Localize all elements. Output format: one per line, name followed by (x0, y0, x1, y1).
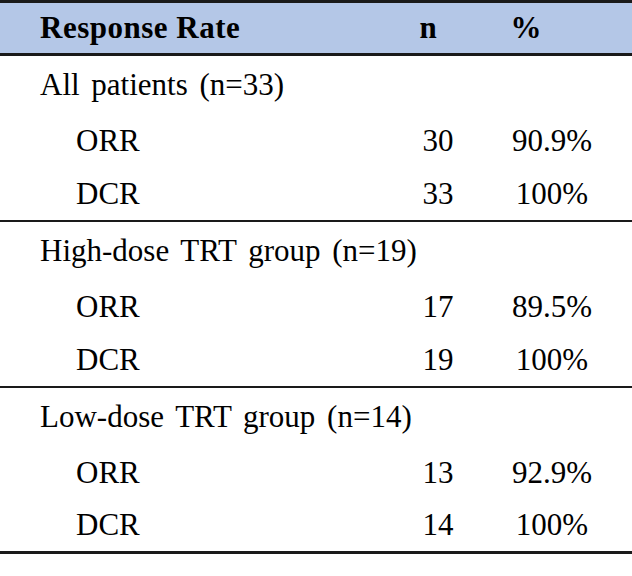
section-title: Low-dose TRT group (n=14) (0, 387, 632, 447)
percent-value: 100% (498, 500, 632, 553)
row-label: DCR (0, 500, 378, 553)
section-title-row: All patients (n=33) (0, 55, 632, 115)
n-value: 14 (378, 500, 498, 553)
table-row: DCR 33 100% (0, 168, 632, 221)
row-label: ORR (0, 115, 378, 168)
n-value: 30 (378, 115, 498, 168)
section-title: All patients (n=33) (0, 55, 632, 115)
table-header-row: Response Rate n % (0, 2, 632, 55)
table-row: ORR 17 89.5% (0, 281, 632, 334)
row-label: ORR (0, 281, 378, 334)
header-cell-response-rate: Response Rate (0, 2, 378, 55)
table-header: Response Rate n % (0, 2, 632, 55)
section-title: High-dose TRT group (n=19) (0, 221, 632, 281)
row-label: DCR (0, 168, 378, 221)
row-label: ORR (0, 447, 378, 500)
table-row: DCR 19 100% (0, 334, 632, 387)
section-title-row: Low-dose TRT group (n=14) (0, 387, 632, 447)
percent-value: 92.9% (498, 447, 632, 500)
table-row: DCR 14 100% (0, 500, 632, 553)
section-high-dose-trt: High-dose TRT group (n=19) ORR 17 89.5% … (0, 221, 632, 387)
row-label: DCR (0, 334, 378, 387)
section-low-dose-trt: Low-dose TRT group (n=14) ORR 13 92.9% D… (0, 387, 632, 553)
table-row: ORR 30 90.9% (0, 115, 632, 168)
percent-value: 100% (498, 168, 632, 221)
header-cell-n: n (378, 2, 498, 55)
percent-value: 89.5% (498, 281, 632, 334)
percent-value: 100% (498, 334, 632, 387)
percent-value: 90.9% (498, 115, 632, 168)
n-value: 19 (378, 334, 498, 387)
n-value: 13 (378, 447, 498, 500)
section-title-row: High-dose TRT group (n=19) (0, 221, 632, 281)
section-all-patients: All patients (n=33) ORR 30 90.9% DCR 33 … (0, 55, 632, 221)
response-rate-table: Response Rate n % All patients (n=33) OR… (0, 0, 632, 554)
n-value: 33 (378, 168, 498, 221)
table-row: ORR 13 92.9% (0, 447, 632, 500)
n-value: 17 (378, 281, 498, 334)
header-cell-percent: % (498, 2, 632, 55)
